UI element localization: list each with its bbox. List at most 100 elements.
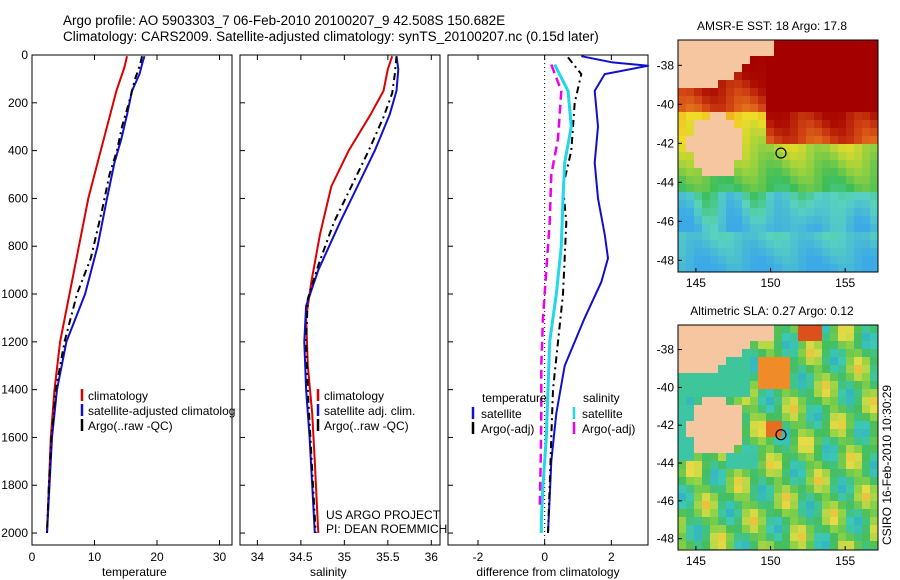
- map-cell: [726, 333, 735, 342]
- map-cell: [862, 64, 871, 73]
- map-cell: [838, 64, 847, 73]
- map-cell: [718, 333, 727, 342]
- map-cell: [702, 72, 711, 81]
- map-cell: [702, 96, 711, 105]
- map-cell: [758, 509, 767, 518]
- map-cell: [782, 168, 791, 177]
- map-cell: [686, 461, 695, 470]
- map-cell: [814, 152, 823, 161]
- map-cell: [870, 421, 879, 430]
- map-cell: [686, 72, 695, 81]
- map-cell: [718, 437, 727, 446]
- map-cell: [726, 477, 735, 486]
- map-cell: [750, 112, 759, 121]
- map-cell: [822, 168, 831, 177]
- y-tick-label: 1400: [1, 383, 28, 397]
- map-cell: [750, 224, 759, 233]
- map-cell: [694, 477, 703, 486]
- map-cell: [822, 176, 831, 185]
- map-cell: [678, 525, 687, 534]
- map-cell: [694, 525, 703, 534]
- map-cell: [726, 373, 735, 382]
- map-cell: [710, 421, 719, 430]
- map-cell: [686, 477, 695, 486]
- map-cell: [790, 224, 799, 233]
- map-cell: [766, 413, 775, 422]
- map-cell: [734, 48, 743, 57]
- map-cell: [726, 64, 735, 73]
- map-cell: [782, 397, 791, 406]
- map-cell: [854, 405, 863, 414]
- map-cell: [870, 104, 879, 113]
- map-cell: [678, 72, 687, 81]
- map-cell: [790, 397, 799, 406]
- map-cell: [686, 493, 695, 502]
- map-cell: [758, 429, 767, 438]
- map-y-tick-label: -42: [657, 418, 675, 432]
- map-cell: [742, 208, 751, 217]
- map-cell: [774, 184, 783, 193]
- map-cell: [822, 144, 831, 153]
- map-cell: [838, 365, 847, 374]
- map-cell: [822, 381, 831, 390]
- map-cell: [686, 541, 695, 550]
- map-cell: [734, 224, 743, 233]
- map-cell: [830, 533, 839, 542]
- map-cell: [838, 40, 847, 49]
- map-cell: [750, 160, 759, 169]
- map-cell: [814, 248, 823, 257]
- map-cell: [734, 88, 743, 97]
- map-cell: [838, 493, 847, 502]
- map-cell: [790, 176, 799, 185]
- map-cell: [678, 389, 687, 398]
- map-cell: [702, 192, 711, 201]
- map-cell: [694, 493, 703, 502]
- map-cell: [718, 325, 727, 334]
- map-cell: [678, 325, 687, 334]
- map-cell: [734, 437, 743, 446]
- map-cell: [734, 405, 743, 414]
- map-cell: [862, 533, 871, 542]
- map-cell: [870, 397, 879, 406]
- map-cell: [726, 325, 735, 334]
- map-cell: [862, 104, 871, 113]
- map-cell: [758, 397, 767, 406]
- map-cell: [862, 413, 871, 422]
- legend-entry: Argo(..raw -QC): [324, 419, 409, 433]
- map-cell: [758, 493, 767, 502]
- map-cell: [766, 365, 775, 374]
- map-cell: [862, 88, 871, 97]
- map-cell: [822, 541, 831, 550]
- map-cell: [846, 389, 855, 398]
- map-cell: [694, 469, 703, 478]
- map-cell: [766, 240, 775, 249]
- map-cell: [678, 365, 687, 374]
- map-cell: [734, 381, 743, 390]
- map-cell: [774, 240, 783, 249]
- map-cell: [742, 40, 751, 49]
- map-cell: [750, 501, 759, 510]
- map-cell: [774, 64, 783, 73]
- map-frame: [677, 39, 879, 273]
- map-cell: [726, 40, 735, 49]
- map-cell: [830, 373, 839, 382]
- map-cell: [710, 445, 719, 454]
- map-cell: [798, 128, 807, 137]
- map-cell: [822, 357, 831, 366]
- map-cell: [846, 413, 855, 422]
- map-cell: [758, 120, 767, 129]
- map-cell: [710, 160, 719, 169]
- map-cell: [678, 128, 687, 137]
- map-cell: [750, 256, 759, 265]
- map-cell: [694, 216, 703, 225]
- map-cell: [806, 373, 815, 382]
- map-cell: [742, 509, 751, 518]
- map-cell: [702, 429, 711, 438]
- map-cell: [806, 333, 815, 342]
- map-cell: [830, 240, 839, 249]
- map-cell: [846, 477, 855, 486]
- map-cell: [678, 437, 687, 446]
- map-cell: [702, 509, 711, 518]
- map-cell: [734, 72, 743, 81]
- map-cell: [742, 96, 751, 105]
